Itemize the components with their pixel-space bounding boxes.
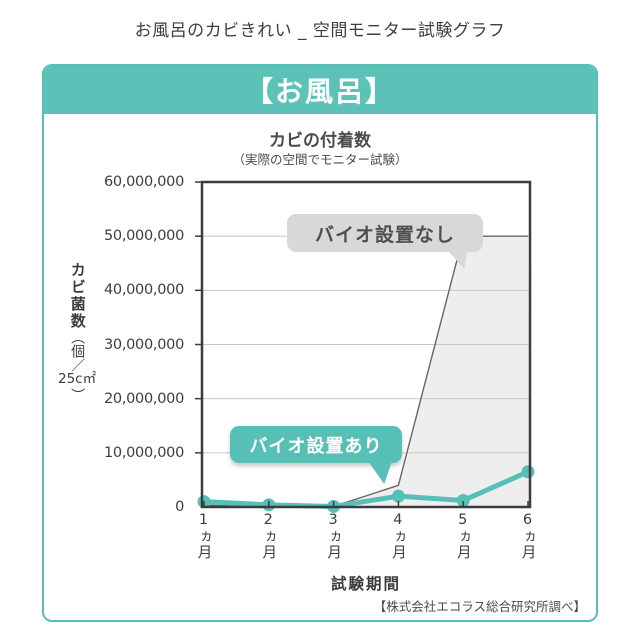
chart-plot-svg (195, 180, 535, 513)
x-tick-label: 2ヵ月 (260, 512, 277, 560)
y-tick-label: 40,000,000 (103, 282, 184, 299)
chart-title: カビの付着数 (269, 131, 371, 151)
x-tick-label: 5ヵ月 (454, 512, 471, 560)
x-tick-label: 3ヵ月 (325, 512, 342, 560)
y-axis-unit-close: ） (69, 387, 86, 402)
x-tick-label: 1ヵ月 (195, 512, 212, 560)
y-axis-unit-value: 25c㎡ (58, 371, 97, 387)
y-tick-label: 30,000,000 (103, 336, 184, 353)
y-tick-labels: 60,000,000 50,000,000 40,000,000 30,000,… (88, 174, 194, 515)
y-tick-label: 60,000,000 (103, 174, 184, 190)
y-axis-label: カビ菌数 （個／ 25c㎡） (58, 262, 96, 502)
y-tick-label: 50,000,000 (103, 228, 184, 245)
chart-plot-area (195, 180, 535, 513)
bath-header-label: 【お風呂】 (244, 75, 395, 108)
x-tick-label: 6ヵ月 (519, 512, 536, 560)
x-tick-label: 4ヵ月 (389, 512, 406, 560)
annotation-bio-label: バイオ設置あり (249, 435, 383, 457)
page-title: お風呂のカビきれい _ 空間モニター試験グラフ (134, 21, 506, 41)
y-tick-label: 0 (175, 499, 184, 515)
chart-subtitle: （実際の空間でモニター試験） (232, 152, 408, 167)
y-tick-label: 20,000,000 (103, 390, 184, 407)
annotation-bio: バイオ設置あり (230, 426, 402, 484)
x-tick-labels: 1ヵ月 2ヵ月 3ヵ月 4ヵ月 5ヵ月 6ヵ月 (196, 512, 536, 570)
x-axis-title: 試験期間 (330, 575, 401, 593)
annotation-no-bio: バイオ設置なし (287, 214, 483, 269)
chart-card: 【お風呂】 カビの付着数 （実際の空間でモニター試験） カビ菌数 （個／ 25c㎡）… (42, 64, 598, 622)
y-axis-unit-open: （個／ (69, 330, 86, 372)
source-credit: 【株式会社エコラス総合研究所調べ】 (373, 599, 586, 614)
y-axis-label-main: カビ菌数 (68, 262, 87, 330)
y-tick-label: 10,000,000 (103, 444, 184, 461)
annotation-no-bio-label: バイオ設置なし (314, 223, 455, 246)
card-header: 【お風呂】 (44, 66, 596, 114)
